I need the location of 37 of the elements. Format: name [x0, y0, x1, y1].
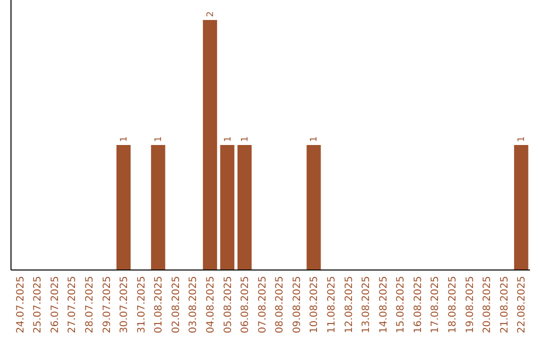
x-tick-label: 15.08.2025	[396, 276, 407, 334]
x-tick-label: 25.07.2025	[32, 276, 44, 334]
x-tick-label: 17.08.2025	[430, 276, 442, 334]
x-tick-label: 19.08.2025	[464, 276, 476, 334]
x-tick-label: 16.08.2025	[412, 276, 424, 334]
data-label: 1	[240, 136, 251, 142]
x-tick-label: 26.07.2025	[50, 276, 61, 334]
x-tick-label: 18.08.2025	[448, 276, 459, 334]
x-tick-label: 04.08.2025	[205, 276, 216, 334]
x-tick-label: 12.08.2025	[344, 276, 355, 334]
x-tick-label: 22.08.2025	[516, 276, 528, 334]
x-tick-label: 10.08.2025	[309, 276, 320, 334]
x-tick-label: 24.07.2025	[15, 276, 26, 334]
data-label: 1	[120, 136, 130, 142]
x-tick-label: 05.08.2025	[222, 276, 234, 334]
x-tick-label: 03.08.2025	[188, 276, 200, 334]
x-tick-label: 29.07.2025	[102, 276, 113, 334]
x-tick-label: 30.07.2025	[119, 276, 130, 334]
data-label: 1	[154, 136, 164, 142]
x-tick-label: 02.08.2025	[170, 276, 182, 334]
x-tick-label: 28.07.2025	[84, 276, 96, 334]
x-tick-label: 27.07.2025	[67, 276, 78, 334]
x-tick-label: 08.08.2025	[274, 276, 286, 334]
data-label: 2	[206, 11, 216, 17]
x-tick-label: 14.08.2025	[378, 276, 390, 334]
x-tick-label: 21.08.2025	[499, 276, 510, 334]
x-tick-label: 01.08.2025	[154, 276, 165, 334]
x-tick-label: 31.07.2025	[136, 276, 148, 334]
data-label: 1	[310, 136, 320, 142]
x-tick-label: 20.08.2025	[482, 276, 494, 334]
x-tick-label: 06.08.2025	[240, 276, 252, 334]
data-label: 1	[517, 136, 528, 142]
data-label: 1	[223, 136, 234, 142]
x-tick-label: 09.08.2025	[292, 276, 303, 334]
x-tick-label: 13.08.2025	[361, 276, 372, 334]
x-tick-label: 11.08.2025	[326, 276, 338, 334]
x-tick-label: 07.08.2025	[257, 276, 268, 334]
